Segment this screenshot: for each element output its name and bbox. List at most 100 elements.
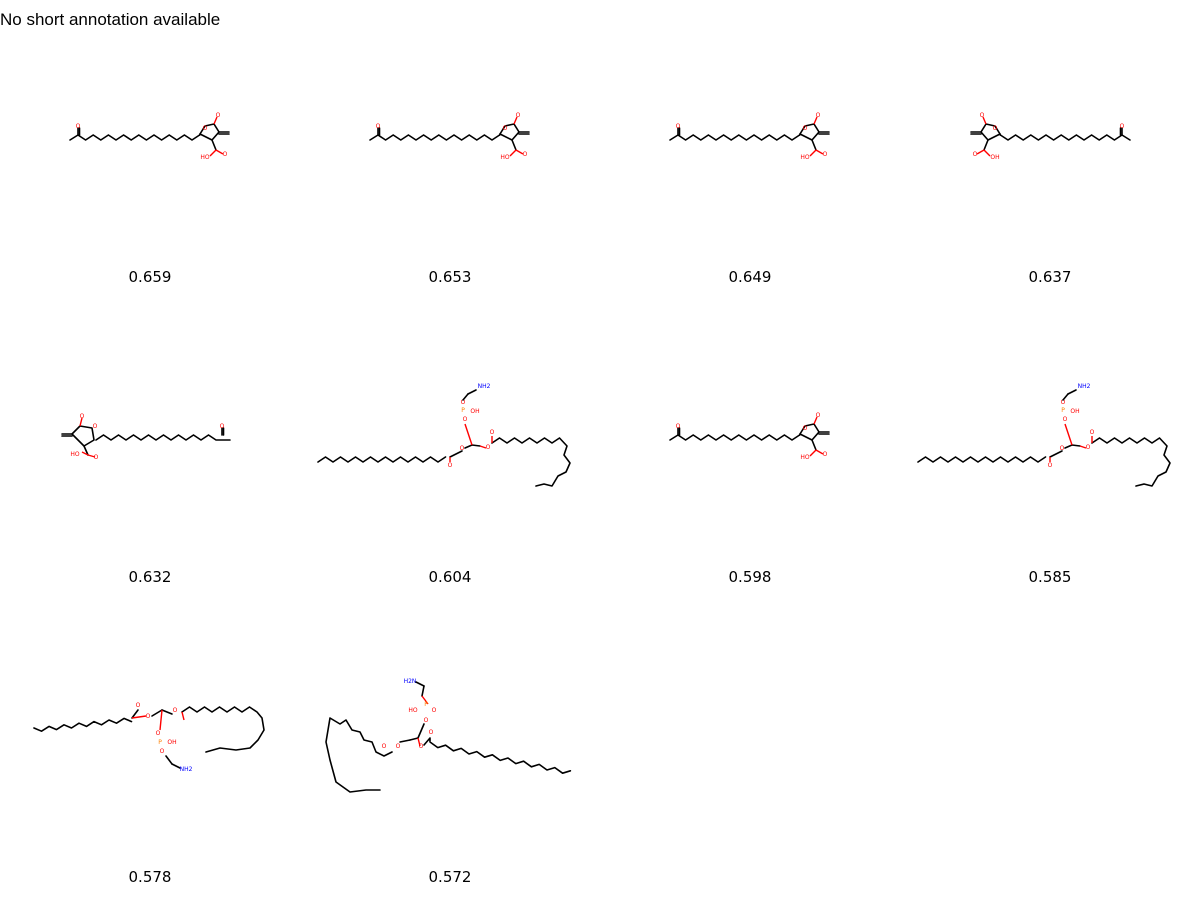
molecule-structure: O O O O HO	[669, 112, 830, 161]
molecule-cell: O O O O OH 0.637	[900, 0, 1200, 300]
bond	[171, 763, 181, 769]
bond	[159, 709, 163, 731]
molecule-structure: O O O O OH	[970, 112, 1131, 161]
bond	[464, 423, 473, 446]
bond	[799, 123, 820, 141]
phosphorus-label: P	[424, 701, 428, 708]
similarity-score: 0.653	[428, 268, 472, 286]
carbonyl-oxygen-label: O	[429, 729, 434, 736]
ester-oxygen-label: O	[1086, 444, 1091, 451]
bond	[813, 116, 818, 125]
carbonyl-oxygen-label: O	[816, 112, 821, 119]
bond	[199, 123, 220, 141]
bond	[669, 434, 801, 441]
bond	[815, 149, 824, 155]
ester-oxygen-label: O	[1048, 462, 1053, 469]
acid-oxygen-label: O	[823, 451, 828, 458]
bond	[213, 116, 218, 125]
bond	[513, 116, 518, 125]
bond	[79, 417, 83, 427]
bond	[809, 449, 817, 457]
phosphorus-label: P	[1061, 407, 1065, 414]
similarity-score: 0.572	[428, 868, 472, 886]
bond	[813, 416, 818, 425]
ester-oxygen-label: O	[396, 743, 401, 750]
hydroxyl-label: OH	[167, 739, 176, 746]
similarity-score: 0.598	[728, 568, 772, 586]
bond	[181, 711, 185, 721]
ester-oxygen-label: O	[173, 707, 178, 714]
bond	[983, 149, 991, 157]
molecule-cell: H2N P HO O O O O O O 0.572	[300, 600, 600, 900]
hydroxyl-label: OH	[470, 408, 479, 415]
acid-oxygen-label: O	[94, 454, 99, 461]
molecule-structure: O O O O HO	[369, 112, 530, 161]
bond	[81, 451, 89, 456]
molecule-cell: O O O O HO 0.598	[600, 300, 900, 600]
phosphate-oxygen-label: O	[424, 717, 429, 724]
ester-oxygen-label: O	[1060, 445, 1065, 452]
similarity-score: 0.578	[128, 868, 172, 886]
bond	[999, 134, 1131, 141]
bond	[980, 123, 1001, 141]
amine-label: NH2	[1078, 383, 1091, 390]
hydroxyl-label: HO	[200, 154, 210, 161]
phosphorus-label: P	[158, 739, 162, 746]
bond	[399, 739, 411, 743]
carbonyl-oxygen-label: O	[490, 429, 495, 436]
ester-oxygen-label: O	[448, 462, 453, 469]
bond	[95, 434, 231, 441]
bond	[209, 149, 217, 157]
bond	[1062, 393, 1069, 401]
bond	[1079, 445, 1087, 449]
bond	[417, 723, 425, 739]
bond	[982, 116, 987, 125]
oxygen-label: O	[376, 123, 381, 130]
bond	[464, 444, 473, 449]
hydroxyl-label: HO	[500, 154, 510, 161]
bond	[1067, 389, 1077, 395]
oxygen-label: O	[1120, 123, 1125, 130]
ester-oxygen-label: O	[460, 445, 465, 452]
bond	[811, 439, 817, 451]
carbonyl-oxygen-label: O	[216, 112, 221, 119]
acid-oxygen-label: O	[523, 151, 528, 158]
bond	[499, 123, 520, 141]
bond	[317, 456, 447, 463]
bond	[151, 709, 163, 717]
bond	[1049, 450, 1063, 458]
molecule-cell: O O O O P OH O NH2 0.578	[0, 600, 300, 900]
ring-oxygen-label: O	[803, 125, 808, 132]
bond	[491, 437, 571, 487]
acid-oxygen-label: O	[223, 151, 228, 158]
phosphorus-label: P	[461, 407, 465, 414]
carbonyl-oxygen-label: O	[80, 413, 85, 420]
oxygen-label: O	[220, 423, 225, 430]
bond	[369, 134, 501, 141]
ester-oxygen-label: O	[419, 743, 424, 750]
hydroxyl-label: OH	[990, 154, 999, 161]
bond	[471, 444, 481, 447]
bond	[449, 450, 463, 458]
molecule-structure: O O O O HO	[669, 412, 830, 461]
phosphate-oxygen-label: O	[432, 707, 437, 714]
similarity-score: 0.649	[728, 268, 772, 286]
carbonyl-oxygen-label: O	[516, 112, 521, 119]
molecule-cell: O O HO O O 0.632	[0, 300, 300, 600]
bond	[1091, 437, 1171, 487]
oxygen-label: O	[676, 123, 681, 130]
amine-label: H2N	[404, 678, 417, 685]
carbonyl-oxygen-label: O	[816, 412, 821, 419]
acid-oxygen-label: O	[823, 151, 828, 158]
molecule-cell: O O O O HO 0.659	[0, 0, 300, 300]
molecule-cell: O O O O P OH O NH2 O 0.585	[900, 300, 1200, 600]
bond	[815, 449, 824, 455]
bond	[87, 454, 96, 458]
bond	[511, 139, 517, 151]
bond	[669, 134, 801, 141]
oxygen-label: O	[676, 423, 681, 430]
hydroxyl-label: OH	[1070, 408, 1079, 415]
bond	[983, 139, 989, 151]
